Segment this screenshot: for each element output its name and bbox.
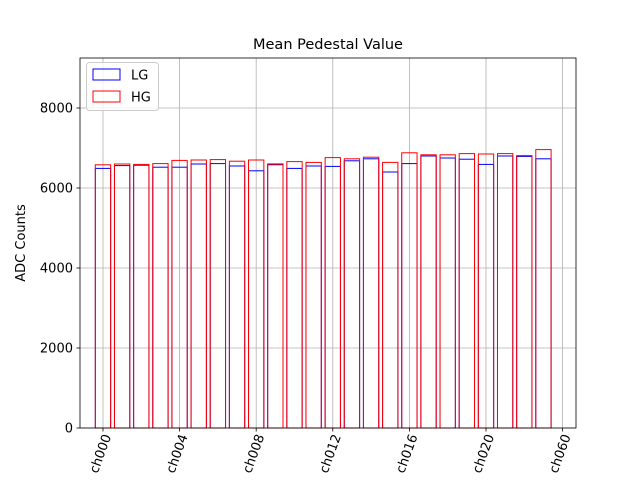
y-tick-label: 2000 <box>40 342 73 357</box>
legend: LG HG <box>86 62 159 111</box>
y-tick-label: 8000 <box>40 102 73 117</box>
plot-frame <box>79 57 577 429</box>
y-tick-label: 6000 <box>40 182 73 197</box>
y-axis-label: ADC Counts <box>14 204 29 282</box>
y-tick-label: 4000 <box>40 262 73 277</box>
legend-label-lg: LG <box>131 69 148 84</box>
grid <box>80 58 576 429</box>
legend-label-hg: HG <box>131 91 151 106</box>
chart-title: Mean Pedestal Value <box>253 37 403 53</box>
legend-swatch-lg <box>92 68 121 81</box>
legend-swatch-hg <box>92 90 121 103</box>
legend-box <box>86 62 159 111</box>
y-tick-label: 0 <box>65 422 73 437</box>
